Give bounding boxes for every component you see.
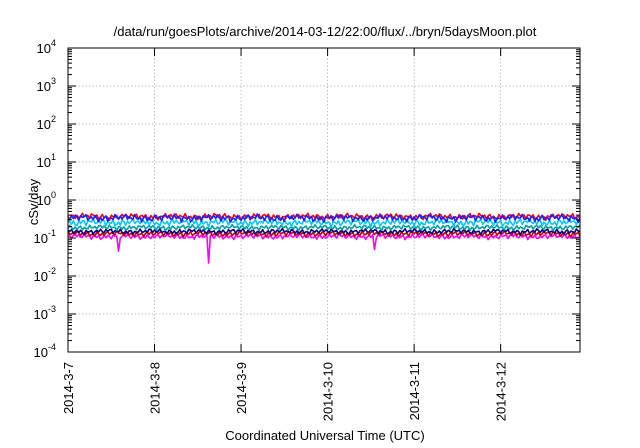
series-line-1 <box>67 232 581 264</box>
x-tick-label: 2014-3-10 <box>321 362 336 421</box>
y-tick-label: 10-3 <box>34 304 56 322</box>
series-line-2 <box>67 230 581 238</box>
series-line-4 <box>67 223 581 232</box>
y-tick-label: 102 <box>37 114 56 132</box>
y-tick-label: 10-2 <box>34 266 56 284</box>
grid <box>68 48 580 352</box>
series-line-7 <box>67 213 581 224</box>
y-tick-label: 10-1 <box>34 228 56 246</box>
x-tick-label: 2014-3-8 <box>148 362 163 414</box>
x-tick-label: 2014-3-9 <box>234 362 249 414</box>
y-axis-label: cSv/day <box>26 178 41 225</box>
y-tick-label: 101 <box>37 152 56 170</box>
chart-title: /data/run/goesPlots/archive/2014-03-12/2… <box>114 24 537 39</box>
y-tick-label: 103 <box>37 76 56 94</box>
series-line-3 <box>67 227 581 236</box>
y-tick-label: 100 <box>37 190 56 208</box>
x-tick-label: 2014-3-12 <box>494 362 509 421</box>
y-tick-label: 104 <box>37 38 56 56</box>
x-tick-label: 2014-3-7 <box>61 362 76 414</box>
x-axis-label: Coordinated Universal Time (UTC) <box>225 428 424 443</box>
series-layer <box>67 212 581 264</box>
y-tick-label: 10-4 <box>34 342 56 360</box>
x-tick-label: 2014-3-11 <box>407 362 422 420</box>
